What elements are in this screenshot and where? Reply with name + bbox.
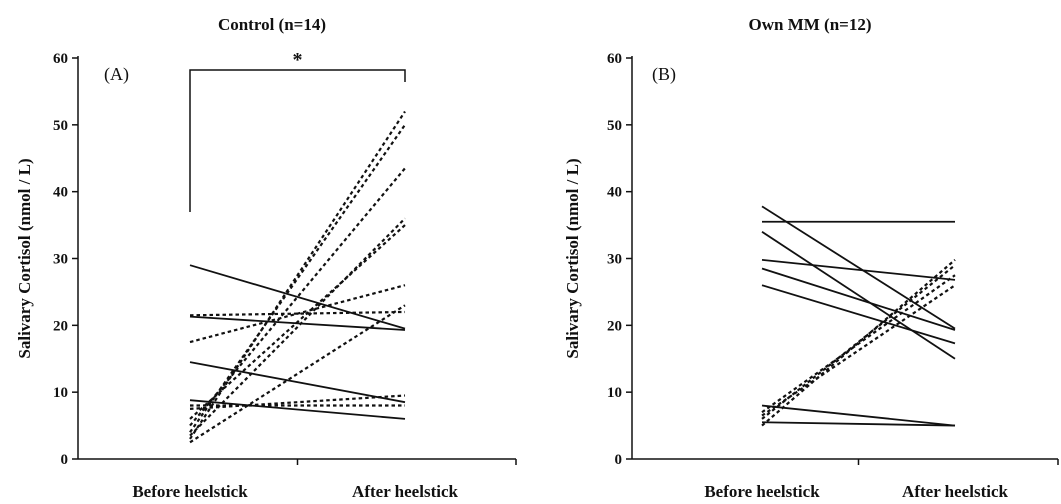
y-tick-label: 50 [607, 118, 622, 134]
y-tick-label: 30 [607, 252, 622, 268]
panel-label: (B) [652, 64, 676, 85]
series-line-solid [761, 205, 956, 330]
series-line-dashed [189, 124, 406, 433]
series-line-solid [761, 258, 956, 281]
panel-b: Own MM (n=12) (B) Salivary Cortisol (nmol … [563, 15, 1059, 501]
series-line-solid [761, 231, 956, 360]
x-category-label: After heelstick [902, 482, 1008, 501]
y-tick-label: 0 [615, 452, 623, 468]
chart-title: Own MM (n=12) [748, 15, 871, 34]
series-line-solid [761, 267, 956, 331]
series-line-dashed [189, 310, 406, 317]
y-tick-label: 20 [53, 318, 68, 334]
y-tick-label: 60 [607, 51, 622, 67]
y-tick-label: 50 [53, 118, 68, 134]
chart-title: Control (n=14) [218, 15, 326, 34]
y-tick-label: 30 [53, 252, 68, 268]
y-axis-label: Salivary Cortisol (nmol / L) [15, 158, 34, 358]
series-line-dashed [761, 259, 956, 427]
y-tick-label: 40 [53, 185, 68, 201]
y-tick-label: 0 [61, 452, 69, 468]
y-tick-label: 60 [53, 51, 68, 67]
significance-marker: * [293, 49, 303, 71]
y-tick-label: 10 [607, 385, 622, 401]
y-tick-label: 20 [607, 318, 622, 334]
series-line-dashed [189, 224, 406, 420]
panel-a: Control (n=14) (A) Salivary Cortisol (nmol… [15, 15, 517, 501]
series-line-dashed [189, 284, 406, 344]
panel-label: (A) [104, 64, 129, 85]
y-axis-label: Salivary Cortisol (nmol / L) [563, 158, 582, 358]
series-line-solid [761, 404, 956, 427]
series-line-solid [189, 264, 406, 330]
series-line-solid [761, 421, 956, 427]
series-line-dashed [189, 304, 406, 444]
x-category-label: After heelstick [352, 482, 458, 501]
series-line-dashed [761, 284, 956, 417]
series-line-dashed [189, 217, 406, 437]
x-category-label: Before heelstick [132, 482, 248, 501]
x-category-label: Before heelstick [704, 482, 820, 501]
series-line-solid [189, 361, 406, 404]
y-tick-label: 40 [607, 185, 622, 201]
series-line-solid [761, 284, 956, 345]
significance-bracket [189, 69, 406, 212]
y-tick-label: 10 [53, 385, 68, 401]
series-line-dashed [189, 394, 406, 410]
series-line-solid [189, 399, 406, 420]
series-line-dashed [761, 274, 956, 414]
